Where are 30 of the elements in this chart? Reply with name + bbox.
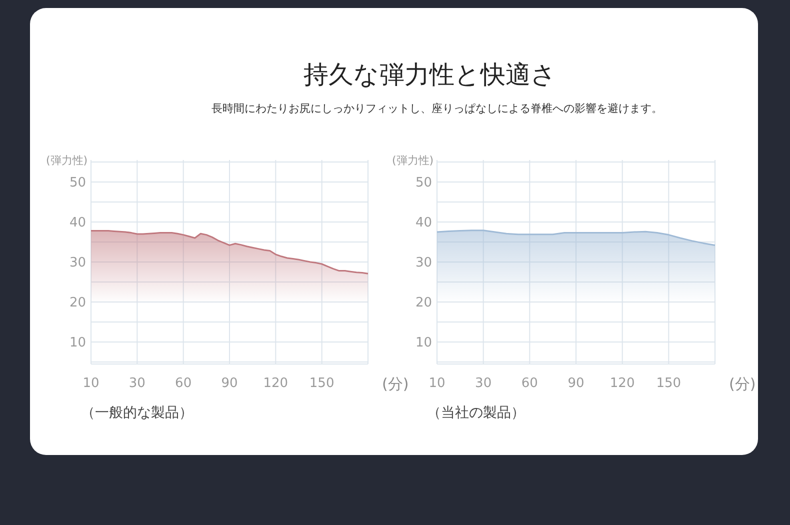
x-tick-label: 120: [263, 376, 288, 391]
x-axis-title: (分): [382, 375, 409, 393]
x-tick-label: 90: [221, 376, 238, 391]
x-tick-label: 150: [656, 376, 682, 391]
y-tick-label: 40: [415, 216, 432, 231]
y-tick-label: 50: [69, 176, 86, 191]
text: （当社の製品）: [427, 405, 525, 421]
y-tick-label: 40: [69, 216, 86, 231]
y-tick-label: 10: [415, 336, 432, 351]
x-tick-label: 10: [82, 376, 100, 391]
x-tick-label: 120: [610, 376, 635, 391]
y-axis-title: (弾力性): [46, 154, 88, 167]
y-tick-label: 20: [415, 296, 432, 311]
x-tick-label: 60: [175, 376, 192, 391]
x-tick-label: 10: [428, 376, 446, 391]
x-axis-title: (分): [729, 375, 756, 393]
text: 持久な弾力性と快適さ: [304, 60, 556, 89]
x-tick-label: 150: [309, 376, 334, 391]
x-tick-label: 30: [475, 376, 492, 391]
x-tick-label: 60: [521, 376, 538, 391]
y-tick-label: 50: [415, 176, 432, 191]
y-axis-title: (弾力性): [392, 154, 434, 167]
y-tick-label: 20: [69, 296, 86, 311]
y-tick-label: 30: [415, 256, 432, 271]
text: （一般的な製品）: [81, 405, 193, 421]
x-tick-label: 30: [128, 376, 146, 391]
x-tick-label: 90: [568, 376, 584, 391]
y-tick-label: 30: [69, 256, 86, 271]
text: 長時間にわたりお尻にしっかりフィットし、座りっぱなしによる脊椎への影響を避けます。: [212, 102, 662, 115]
y-tick-label: 10: [69, 336, 86, 351]
